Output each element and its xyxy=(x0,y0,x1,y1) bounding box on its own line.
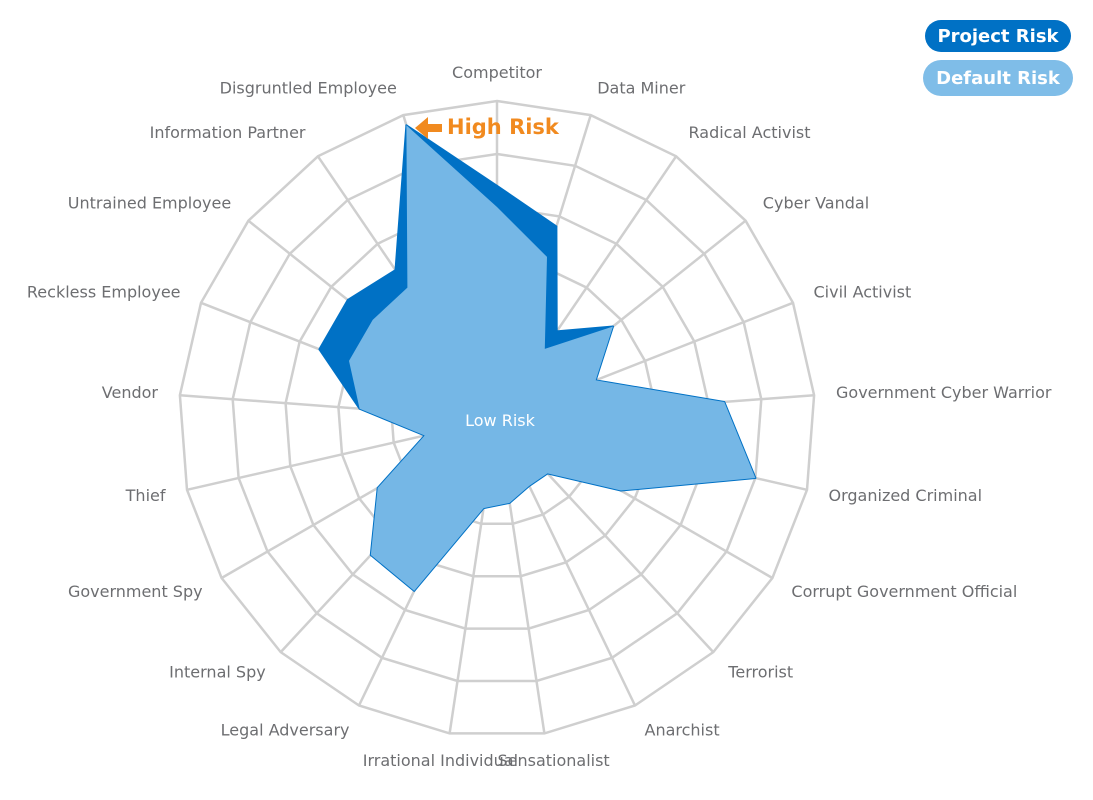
low-risk-label: Low Risk xyxy=(465,411,535,430)
axis-label: Irrational Individual xyxy=(363,751,518,770)
axis-label: Organized Criminal xyxy=(829,486,983,505)
radar-series xyxy=(318,124,757,592)
axis-label: Government Spy xyxy=(68,582,203,601)
axis-label: Sensationalist xyxy=(497,751,609,770)
axis-label: Radical Activist xyxy=(689,123,811,142)
axis-label: Civil Activist xyxy=(814,283,912,302)
grid-ring xyxy=(284,205,710,630)
axis-label: Terrorist xyxy=(727,663,793,682)
axis-label: Legal Adversary xyxy=(221,721,350,740)
high-risk-arrow-icon xyxy=(415,117,442,139)
axis-label: Corrupt Government Official xyxy=(791,582,1017,601)
high-risk-label: High Risk xyxy=(447,115,560,139)
axis-label: Cyber Vandal xyxy=(763,193,869,212)
axis-label: Reckless Employee xyxy=(27,283,181,302)
grid-ring xyxy=(178,99,816,735)
axis-label: Disgruntled Employee xyxy=(220,78,397,97)
axis-label: Thief xyxy=(125,486,166,505)
grid-ring xyxy=(231,152,763,683)
series-default-risk xyxy=(349,125,756,591)
axis-label: Data Miner xyxy=(597,78,686,97)
legend-project-risk[interactable]: Project Risk xyxy=(925,20,1071,52)
axis-label: Government Cyber Warrior xyxy=(836,383,1052,402)
legend-default-risk[interactable]: Default Risk xyxy=(923,60,1073,96)
axis-label: Information Partner xyxy=(150,123,306,142)
axis-label: Untrained Employee xyxy=(68,193,231,212)
axis-label: Internal Spy xyxy=(169,663,266,682)
axis-label: Competitor xyxy=(452,63,542,82)
high-risk-annotation: High Risk xyxy=(415,115,560,139)
axis-label: Vendor xyxy=(102,383,159,402)
axis-label: Anarchist xyxy=(645,721,720,740)
axis-labels: Competitor Data Miner Radical Activist Cybe… xyxy=(27,63,1052,770)
